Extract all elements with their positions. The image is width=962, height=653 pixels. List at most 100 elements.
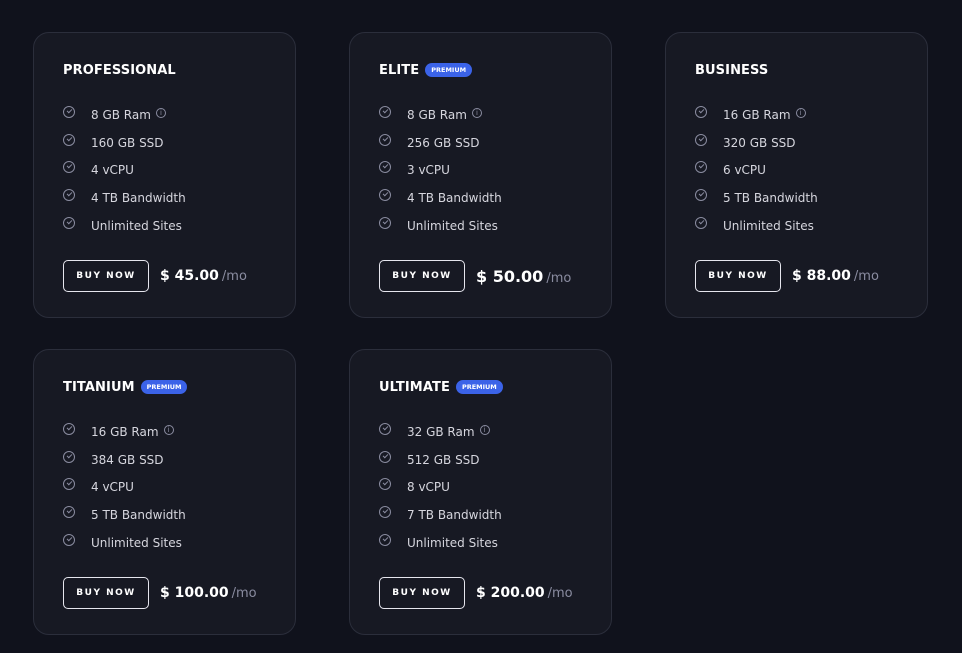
price: $ 200.00/mo [476,585,573,601]
feature-item: 160 GB SSD [63,129,266,157]
feature-item: 6 vCPU [695,156,898,184]
check-circle-icon [695,216,707,229]
plan-name: PROFESSIONAL [63,62,176,78]
check-circle-icon [695,105,707,118]
feature-item: Unlimited Sites [379,212,582,240]
feature-label: Unlimited Sites [91,218,182,233]
feature-item: 256 GB SSD [379,129,582,157]
buy-now-button[interactable]: BUY NOW [695,260,781,293]
info-icon[interactable]: i [155,107,166,118]
feature-label: 320 GB SSD [723,135,796,150]
price-amount: $ 45.00 [160,268,219,285]
feature-list: 8 GB Ram i 256 GB SSD 3 vCPU 4 TB Bandwidth U… [379,101,582,239]
plan-name: TITANIUM [63,379,135,395]
check-circle-icon [379,505,391,518]
plan-header: BUSINESS [695,61,898,79]
plan-footer: BUY NOW $ 50.00/mo [379,260,582,293]
plan-card-business: BUSINESS 16 GB Ram i 320 GB SSD 6 vCPU 5 TB B… [665,32,928,318]
price: $ 100.00/mo [160,585,257,601]
check-circle-icon [379,450,391,463]
feature-label: 8 vCPU [407,480,450,495]
feature-item: 16 GB Ram i [695,101,898,129]
feature-item: Unlimited Sites [63,212,266,240]
plan-card-titanium: TITANIUM PREMIUM 16 GB Ram i 384 GB SSD 4 vCP… [33,349,296,635]
feature-label: 160 GB SSD [91,135,164,150]
price: $ 45.00/mo [160,268,247,284]
feature-label: Unlimited Sites [723,218,814,233]
feature-list: 8 GB Ram i 160 GB SSD 4 vCPU 4 TB Bandwidth U… [63,101,266,239]
feature-item: 5 TB Bandwidth [63,501,266,529]
plan-header: ULTIMATE PREMIUM [379,378,582,396]
price-amount: $ 88.00 [792,268,851,285]
info-icon[interactable]: i [471,107,482,118]
feature-item: 4 vCPU [63,156,266,184]
check-circle-icon [379,422,391,435]
feature-label: 3 vCPU [407,163,450,178]
feature-label: 4 vCPU [91,163,134,178]
price-amount: $ 100.00 [160,585,229,602]
buy-now-button[interactable]: BUY NOW [63,577,149,610]
price: $ 88.00/mo [792,268,879,284]
feature-item: Unlimited Sites [695,212,898,240]
feature-item: 512 GB SSD [379,446,582,474]
premium-badge: PREMIUM [140,380,188,394]
price-period: /mo [221,269,247,285]
feature-label: 8 GB Ram [91,107,151,122]
feature-label: 6 vCPU [723,163,766,178]
feature-label: 16 GB Ram [91,424,159,439]
feature-label: 16 GB Ram [723,107,791,122]
plan-header: ELITE PREMIUM [379,61,582,79]
buy-now-button[interactable]: BUY NOW [379,577,465,610]
price: $ 50.00/mo [476,267,571,286]
plan-name: ULTIMATE [379,379,450,395]
plan-footer: BUY NOW $ 45.00/mo [63,260,266,293]
check-circle-icon [695,161,707,174]
check-circle-icon [379,533,391,546]
plan-card-ultimate: ULTIMATE PREMIUM 32 GB Ram i 512 GB SSD 8 vCP… [349,349,612,635]
info-icon[interactable]: i [479,424,490,435]
feature-list: 16 GB Ram i 384 GB SSD 4 vCPU 5 TB Bandwidth… [63,418,266,556]
check-circle-icon [379,105,391,118]
buy-now-button[interactable]: BUY NOW [379,260,465,293]
feature-label: 4 TB Bandwidth [91,190,186,205]
feature-item: 8 vCPU [379,473,582,501]
info-icon[interactable]: i [163,424,174,435]
feature-item: 4 TB Bandwidth [379,184,582,212]
feature-item: 4 TB Bandwidth [63,184,266,212]
check-circle-icon [63,450,75,463]
check-circle-icon [63,216,75,229]
feature-label: 512 GB SSD [407,452,480,467]
check-circle-icon [63,505,75,518]
feature-label: 32 GB Ram [407,424,475,439]
plan-footer: BUY NOW $ 88.00/mo [695,260,898,293]
buy-now-button[interactable]: BUY NOW [63,260,149,293]
plan-name: BUSINESS [695,62,769,78]
price-period: /mo [547,586,573,602]
check-circle-icon [63,133,75,146]
feature-item: 8 GB Ram i [379,101,582,129]
feature-label: Unlimited Sites [407,535,498,550]
feature-label: 4 TB Bandwidth [407,190,502,205]
check-circle-icon [695,133,707,146]
info-icon[interactable]: i [795,107,806,118]
price-period: /mo [546,270,572,286]
check-circle-icon [379,133,391,146]
feature-item: 4 vCPU [63,473,266,501]
price-period: /mo [231,586,257,602]
check-circle-icon [63,188,75,201]
feature-label: 384 GB SSD [91,452,164,467]
feature-item: 16 GB Ram i [63,418,266,446]
feature-list: 32 GB Ram i 512 GB SSD 8 vCPU 7 TB Bandwidth… [379,418,582,556]
feature-label: Unlimited Sites [407,218,498,233]
check-circle-icon [63,161,75,174]
plan-footer: BUY NOW $ 200.00/mo [379,577,582,610]
check-circle-icon [63,105,75,118]
check-circle-icon [379,478,391,491]
check-circle-icon [63,533,75,546]
plan-card-elite: ELITE PREMIUM 8 GB Ram i 256 GB SSD 3 vCPU 4 T… [349,32,612,318]
feature-label: 5 TB Bandwidth [723,190,818,205]
check-circle-icon [63,422,75,435]
feature-item: 384 GB SSD [63,446,266,474]
price-amount: $ 50.00 [476,266,544,286]
feature-item: Unlimited Sites [63,529,266,557]
